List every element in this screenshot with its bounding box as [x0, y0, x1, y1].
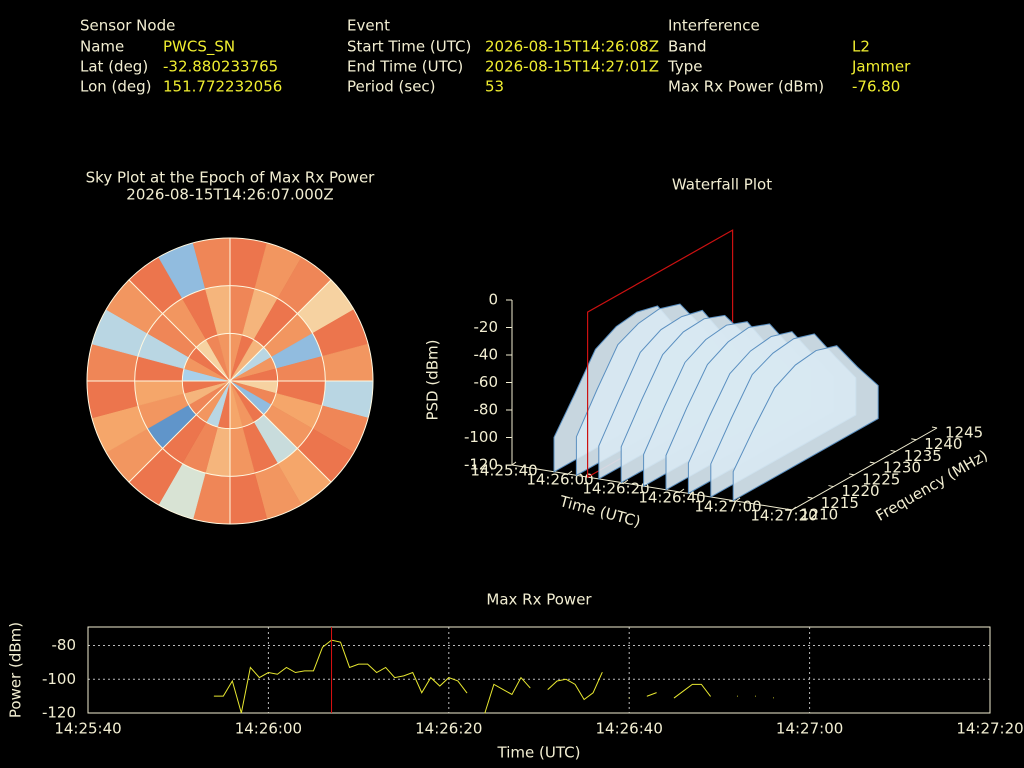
z-axis-title: PSD (dBm) [424, 339, 442, 420]
x-tick-label: 14:25:40 [54, 720, 121, 738]
x-tick-label: 14:27:00 [776, 720, 843, 738]
field-value: 151.772232056 [163, 78, 282, 96]
field-value: Jammer [851, 58, 911, 76]
time-axis [511, 464, 793, 511]
field-value: 2026-08-15T14:26:08Z [485, 38, 659, 56]
y-tick [849, 473, 855, 476]
azimuth-spoke [128, 279, 231, 382]
x-tick-label: 14:25:40 [470, 462, 537, 480]
y-tick-label: 1235 [904, 447, 942, 465]
y-tick-label: 1210 [800, 506, 838, 524]
x-tick [679, 488, 685, 493]
x-tick-label: 14:27:20 [956, 720, 1023, 738]
section-title: Sensor Node [80, 17, 175, 35]
y-tick-label: 1245 [945, 424, 983, 442]
field-label: Period (sec) [347, 78, 436, 96]
field-value: 53 [485, 78, 504, 96]
field-label: Band [668, 38, 707, 56]
y-tick-label: 1240 [924, 435, 962, 453]
y-tick-label: 1220 [841, 482, 879, 500]
x-tick-label: 14:26:40 [596, 720, 663, 738]
y-tick [786, 508, 793, 511]
field-label: Max Rx Power (dBm) [668, 78, 824, 96]
y-tick-label: -100 [42, 670, 76, 688]
field-label: Name [80, 38, 124, 56]
field-label: End Time (UTC) [347, 58, 463, 76]
section-title: Interference [668, 17, 760, 35]
y-tick [828, 485, 834, 488]
field-value: 2026-08-15T14:27:01Z [485, 58, 659, 76]
frequency-axis [791, 427, 938, 511]
y-tick [890, 449, 896, 452]
z-tick-label: -120 [464, 456, 498, 474]
x-tick [791, 506, 797, 511]
power-line [213, 639, 775, 714]
chart-title: Waterfall Plot [672, 176, 772, 194]
x-tick [735, 497, 741, 502]
x-axis-title: Time (UTC) [497, 744, 581, 762]
x-tick-label: 14:27:00 [694, 498, 761, 516]
y-tick [911, 438, 917, 441]
y-tick [931, 426, 938, 429]
y-tick-label: 1230 [883, 459, 921, 477]
plot-frame [87, 626, 991, 714]
z-tick-label: -40 [474, 346, 499, 364]
field-value: L2 [852, 38, 870, 56]
field-label: Type [667, 58, 702, 76]
chart-title: Max Rx Power [486, 591, 592, 609]
field-label: Lon (deg) [80, 78, 152, 96]
z-tick-label: -100 [464, 428, 498, 446]
x-tick [511, 461, 517, 466]
x-tick [623, 479, 629, 484]
field-value: -76.80 [852, 78, 900, 96]
field-value: -32.880233765 [163, 58, 278, 76]
z-tick-label: 0 [488, 291, 498, 309]
field-label: Start Time (UTC) [347, 38, 471, 56]
field-label: Lat (deg) [80, 58, 148, 76]
z-tick-label: -60 [474, 373, 499, 391]
azimuth-spoke [229, 380, 332, 483]
azimuth-spoke [229, 279, 332, 382]
y-tick-label: -120 [42, 704, 76, 722]
z-tick-label: -80 [474, 401, 499, 419]
azimuth-spoke [128, 380, 231, 483]
y-tick [869, 461, 875, 464]
z-tick-label: -20 [474, 318, 499, 336]
chart-subtitle: 2026-08-15T14:26:07.000Z [126, 186, 333, 204]
spectrum-slice [732, 345, 879, 502]
y-tick [807, 496, 813, 499]
field-value: PWCS_SN [163, 38, 235, 57]
x-tick-label: 14:26:20 [415, 720, 482, 738]
chart-title: Sky Plot at the Epoch of Max Rx Power [86, 169, 376, 187]
y-tick-label: 1215 [821, 494, 859, 512]
x-tick-label: 14:26:20 [582, 480, 649, 498]
x-tick-label: 14:27:20 [750, 507, 817, 525]
y-tick-label: 1225 [862, 470, 900, 488]
x-tick [567, 470, 573, 475]
y-axis-title: Power (dBm) [7, 622, 25, 718]
section-title: Event [347, 17, 390, 35]
x-tick-label: 14:26:00 [235, 720, 302, 738]
y-tick-label: -80 [52, 636, 77, 654]
